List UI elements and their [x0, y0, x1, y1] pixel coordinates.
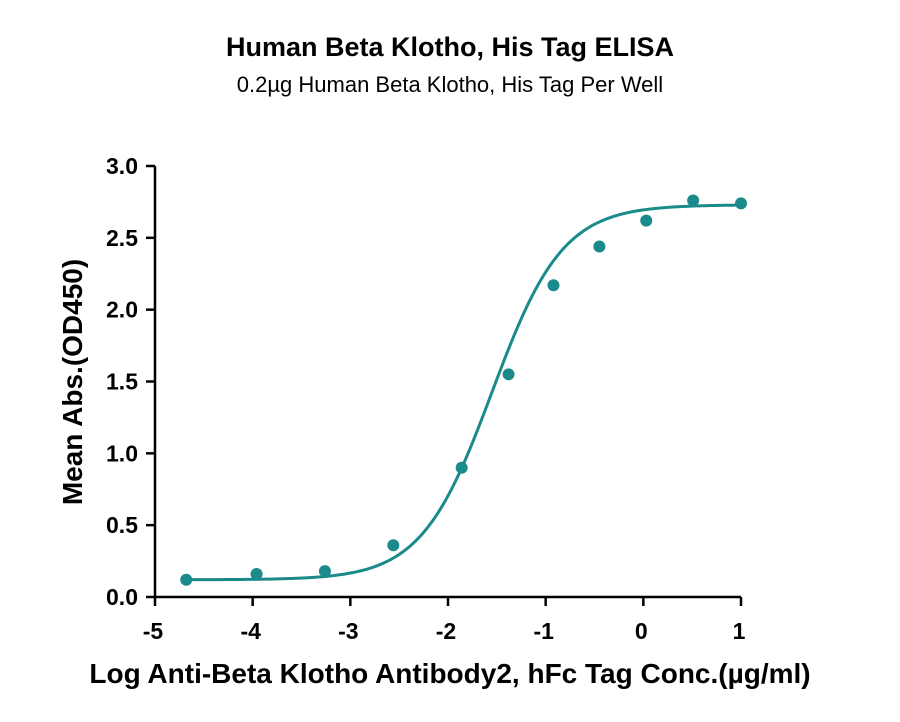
y-tick-label: 2.0: [106, 297, 138, 323]
data-point: [318, 565, 331, 578]
y-tick-label: 0.0: [106, 584, 138, 610]
ticks: 0.0 0.5 1.0 1.5 2.0 2.5 3.0 -5 -4 -3 -2 -1 0 1: [106, 153, 746, 644]
data-point: [640, 214, 653, 227]
y-tick-label: 3.0: [106, 153, 138, 179]
data-points: [180, 194, 747, 586]
x-tick-label: -5: [143, 618, 164, 644]
data-point: [593, 240, 606, 253]
axes: [153, 166, 741, 599]
data-point: [502, 368, 515, 381]
x-tick-label: 1: [733, 618, 746, 644]
x-axis-label: Log Anti-Beta Klotho Antibody2, hFc Tag …: [89, 658, 810, 689]
data-point: [455, 461, 468, 474]
data-point: [735, 197, 747, 210]
y-tick-label: 1.0: [106, 440, 138, 466]
chart-subtitle: 0.2µg Human Beta Klotho, His Tag Per Wel…: [237, 72, 663, 97]
x-tick-label: -2: [436, 618, 456, 644]
fit-curve: [186, 203, 742, 582]
x-tick-label: 0: [635, 618, 648, 644]
chart-title: Human Beta Klotho, His Tag ELISA: [226, 32, 674, 62]
y-tick-label: 1.5: [106, 369, 138, 395]
x-tick-label: -4: [240, 618, 261, 644]
x-tick-label: -3: [338, 618, 358, 644]
data-point: [387, 539, 400, 552]
y-axis-label: Mean Abs.(OD450): [57, 259, 88, 505]
data-point: [250, 568, 263, 581]
data-point: [180, 573, 193, 586]
y-tick-label: 2.5: [106, 225, 138, 251]
data-point: [687, 194, 700, 207]
y-tick-label: 0.5: [106, 512, 138, 538]
x-tick-label: -1: [533, 618, 554, 644]
data-point: [547, 279, 560, 292]
fit-curve-group: [186, 203, 742, 582]
